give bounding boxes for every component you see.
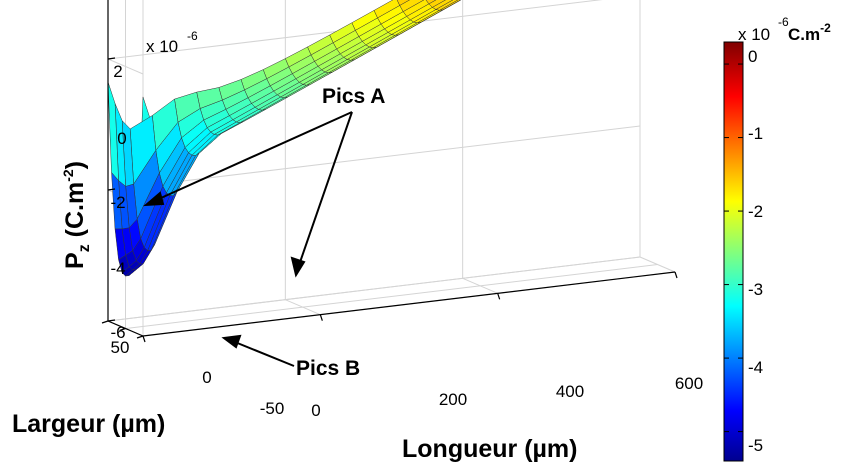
axes-grid — [107, 0, 676, 337]
grid-line — [125, 264, 658, 329]
z-tick-label: -2 — [110, 193, 125, 212]
x-tick-label: 0 — [311, 401, 320, 420]
colorbar-unit: C.m-2 — [788, 21, 831, 44]
colorbar-ticks — [724, 63, 743, 433]
z-scale-base: x 10 — [146, 37, 178, 56]
colorbar-scale-exponent: -6 — [778, 15, 789, 29]
colorbar-scale-base: x 10 — [738, 25, 770, 44]
x-axis-label: Longueur (µm) — [402, 435, 578, 463]
z-axis-label: Pz (C.m-2) — [60, 161, 93, 269]
y-tick-label: 0 — [202, 368, 211, 387]
arrowhead-icon — [221, 334, 242, 349]
arrow-pics-b — [229, 339, 295, 367]
y-tick-label: 50 — [111, 338, 130, 357]
z-tick-mark — [107, 319, 116, 322]
z-tick-label: -4 — [110, 259, 125, 278]
colorbar-tick-label: -1 — [748, 124, 763, 143]
x-tick-label: 200 — [439, 390, 467, 409]
y-tick-label: -50 — [260, 399, 285, 418]
arrow-pics-a-left — [151, 111, 353, 203]
x-tick-mark — [674, 271, 678, 279]
axis-line — [142, 271, 676, 337]
x-tick-mark — [497, 293, 501, 300]
x-tick-mark — [319, 314, 323, 321]
annotation-pics-a: Pics A — [322, 85, 385, 108]
annotation-pics-b: Pics B — [296, 357, 360, 380]
colorbar: x 10 -6 C.m-2 0 -1 -2 -3 -4 -5 — [723, 15, 831, 462]
z-tick-label: -6 — [110, 323, 125, 342]
y-tick-mark — [119, 327, 126, 332]
y-tick-mark — [136, 335, 144, 339]
colorbar-tick-label: -2 — [748, 202, 763, 221]
z-tick-mark — [107, 188, 116, 191]
colorbar-tick-label: -4 — [748, 358, 763, 377]
y-axis-label: Largeur (µm) — [12, 410, 165, 438]
grid-line — [107, 125, 641, 191]
colorbar-gradient — [723, 41, 744, 462]
z-tick-mark — [107, 57, 116, 60]
surface-plot — [107, 0, 462, 277]
surface-patch — [107, 81, 119, 182]
x-tick-label: 400 — [556, 382, 584, 401]
axes-box — [101, 0, 678, 343]
colorbar-tick-label: -5 — [748, 436, 763, 455]
z-tick-label: 0 — [117, 129, 126, 148]
arrowhead-icon — [143, 191, 165, 207]
annotation-arrows — [143, 111, 353, 367]
colorbar-tick-label: -3 — [748, 280, 763, 299]
x-tick-mark — [142, 335, 146, 343]
z-scale-exponent: -6 — [187, 29, 198, 43]
z-tick-label: 2 — [113, 62, 122, 81]
y-tick-mark — [101, 320, 109, 324]
arrowhead-icon — [290, 256, 306, 278]
grid-line — [107, 256, 641, 322]
arrow-pics-a-right — [297, 111, 353, 269]
x-tick-label: 600 — [675, 374, 703, 393]
colorbar-tick-label: 0 — [748, 47, 757, 66]
